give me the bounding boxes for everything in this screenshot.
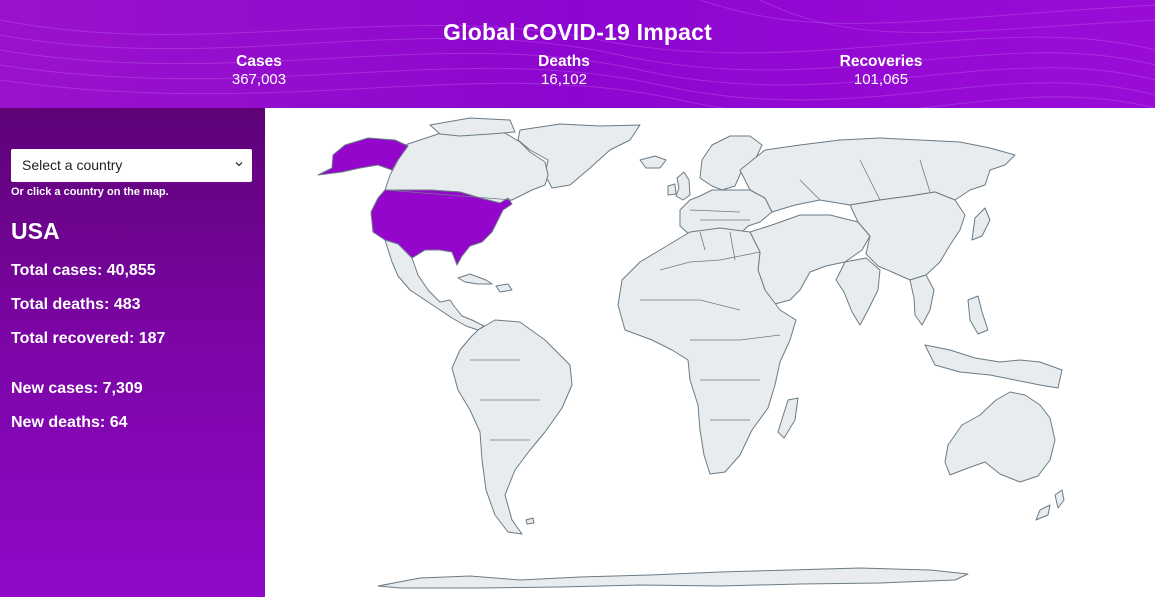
total-cases: Total cases: 40,855 — [11, 262, 156, 279]
header-banner: Global COVID-19 Impact Cases 367,003 Dea… — [0, 0, 1155, 108]
stat-cases: Cases 367,003 — [159, 53, 359, 88]
map-hint: Or click a country on the map. — [11, 186, 169, 198]
stat-deaths: Deaths 16,102 — [464, 53, 664, 88]
sidebar: Select a country Or click a country on t… — [0, 108, 265, 597]
stat-deaths-value: 16,102 — [541, 71, 587, 88]
stat-recoveries-label: Recoveries — [839, 53, 923, 70]
stat-recoveries-value: 101,065 — [853, 71, 909, 88]
country-select[interactable]: Select a country — [11, 149, 252, 182]
map-country-southeast-asia[interactable] — [909, 274, 935, 326]
map-country-uk[interactable] — [675, 171, 691, 201]
map-country-usa-alaska[interactable] — [317, 137, 409, 176]
map-country-new-zealand-south[interactable] — [1035, 504, 1051, 521]
map-country-japan[interactable] — [971, 207, 991, 241]
map-country-philippines[interactable] — [967, 295, 989, 335]
map-country-new-zealand[interactable] — [1054, 489, 1065, 509]
map-country-africa[interactable] — [617, 227, 797, 475]
world-map-svg[interactable] — [265, 108, 1155, 597]
map-country-cuba[interactable] — [457, 273, 493, 285]
new-deaths: New deaths: 64 — [11, 414, 128, 431]
map-country-indonesia[interactable] — [924, 344, 1063, 389]
map-country-india[interactable] — [835, 257, 881, 326]
stat-cases-label: Cases — [236, 53, 282, 70]
map-country-australia[interactable] — [944, 391, 1056, 483]
map-country-china[interactable] — [849, 191, 966, 281]
new-cases: New cases: 7,309 — [11, 380, 143, 397]
page-title: Global COVID-19 Impact — [443, 19, 712, 45]
map-country-falklands[interactable] — [525, 517, 535, 525]
map-country-madagascar[interactable] — [777, 397, 799, 439]
stat-recoveries: Recoveries 101,065 — [781, 53, 981, 88]
stat-deaths-label: Deaths — [538, 53, 590, 70]
map-country-greenland[interactable] — [517, 123, 641, 189]
map-country-antarctica[interactable] — [377, 567, 969, 589]
map-country-usa[interactable] — [370, 189, 513, 266]
map-country-iceland[interactable] — [639, 155, 667, 169]
world-map[interactable] — [265, 108, 1155, 597]
map-country-ireland[interactable] — [667, 183, 677, 196]
map-country-canada-islands[interactable] — [429, 117, 516, 137]
map-country-mexico[interactable] — [384, 239, 485, 331]
map-country-russia[interactable] — [739, 137, 1016, 213]
map-country-hispaniola[interactable] — [495, 283, 513, 293]
country-select-value: Select a country — [22, 157, 123, 173]
stat-cases-value: 367,003 — [231, 71, 287, 88]
decorative-waves — [0, 0, 1155, 108]
map-country-south-america[interactable] — [451, 319, 573, 535]
map-country-scandinavia[interactable] — [699, 135, 763, 191]
total-deaths: Total deaths: 483 — [11, 296, 141, 313]
chevron-down-icon — [235, 162, 243, 167]
selected-country-name: USA — [11, 218, 60, 244]
total-recovered: Total recovered: 187 — [11, 330, 166, 347]
